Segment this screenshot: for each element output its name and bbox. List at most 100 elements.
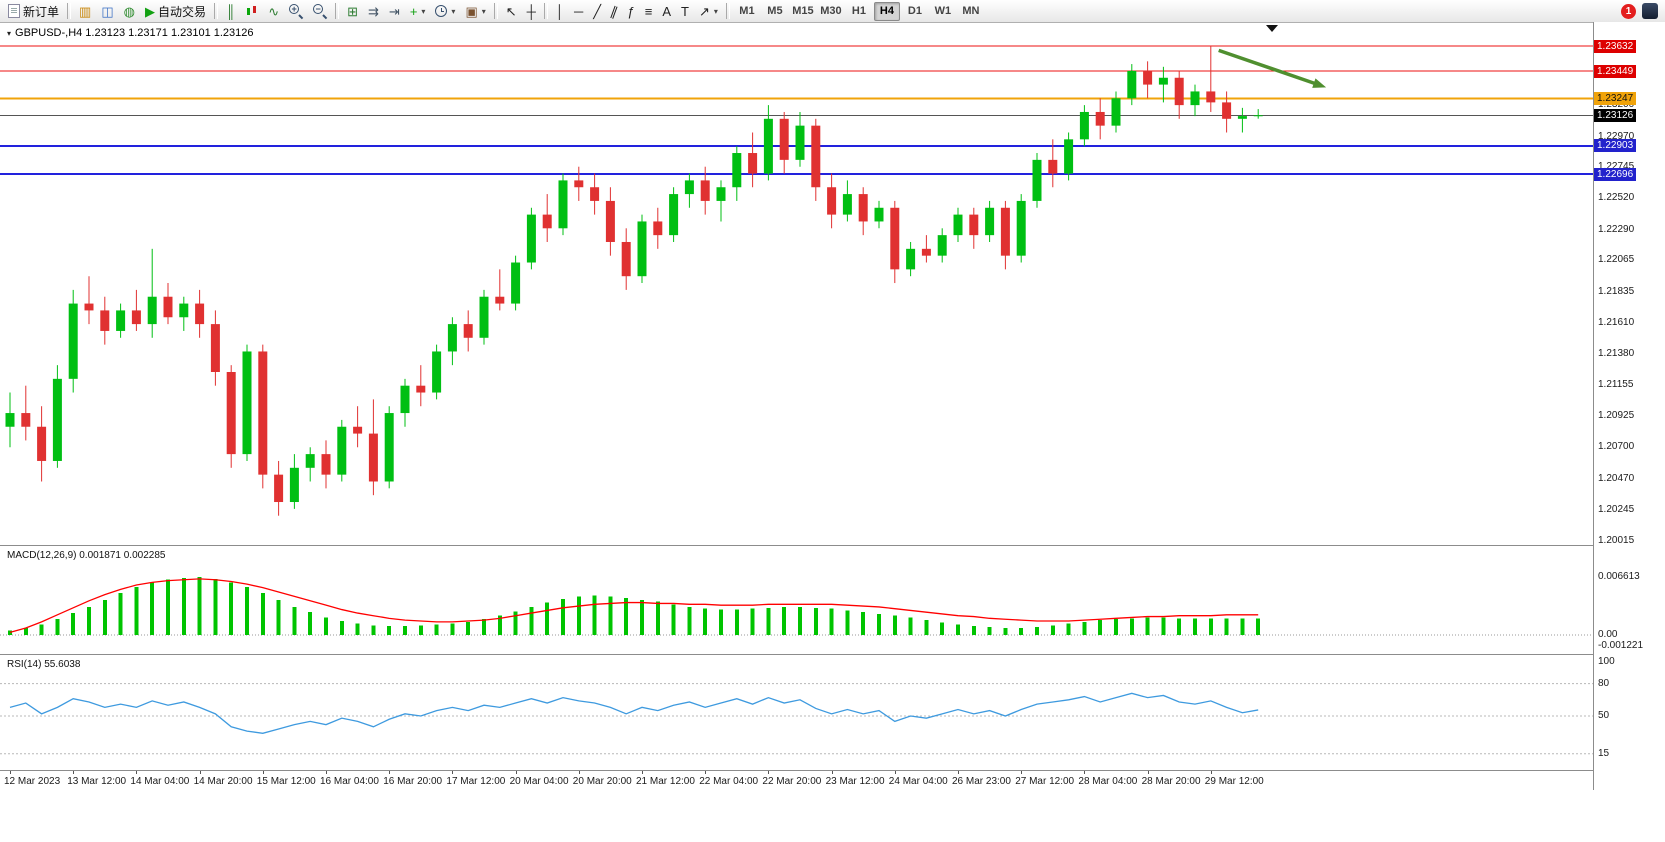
macd-bar — [181, 577, 186, 635]
timeframe-button-mn[interactable]: MN — [962, 5, 980, 17]
chart-shift-marker[interactable] — [1266, 25, 1278, 32]
macd-bar — [1208, 618, 1213, 635]
candle-body — [1206, 91, 1216, 103]
macd-bar — [1098, 620, 1103, 635]
price-label: 1.21835 — [1598, 285, 1635, 297]
auto-scroll-button[interactable]: ⇉ — [364, 1, 383, 21]
autotrading-button[interactable]: ▶ 自动交易 — [141, 1, 210, 21]
price-label: 1.22970 — [1598, 130, 1635, 142]
candle-body — [1016, 200, 1026, 256]
price-label: 1.20470 — [1598, 472, 1635, 484]
notification-badge[interactable]: 1 — [1621, 3, 1636, 19]
cycle-lines-button[interactable]: ≡ — [641, 1, 657, 21]
rsi-scale-label: 15 — [1598, 747, 1610, 759]
pane-separator[interactable] — [0, 545, 1665, 546]
arrows-button[interactable]: ↗ ▾ — [695, 1, 722, 21]
app-logo-icon[interactable] — [1642, 3, 1658, 19]
candle-body — [52, 378, 62, 461]
candle-body — [384, 413, 394, 482]
macd-bar — [766, 607, 771, 635]
zoom-in-icon — [289, 4, 303, 18]
time-tick — [389, 771, 391, 774]
macd-bar — [892, 615, 897, 635]
candle-body — [953, 214, 963, 236]
candle-body — [653, 221, 663, 236]
macd-bar — [845, 610, 850, 635]
fibonacci-button[interactable]: ƒ — [624, 1, 639, 21]
chart-shift-button[interactable]: ⇥ — [385, 1, 404, 21]
macd-bar — [197, 577, 202, 635]
horizontal-line-button[interactable]: ─ — [570, 1, 587, 21]
periods-button[interactable]: ▾ — [431, 1, 459, 21]
trend-arrow-annotation[interactable] — [1218, 48, 1320, 87]
macd-bar — [719, 609, 723, 635]
line-chart-button[interactable]: ∿ — [264, 1, 283, 21]
candle-body — [1079, 111, 1089, 140]
candle-body — [748, 153, 758, 174]
candlestick-chart-button[interactable] — [241, 1, 262, 21]
candle-body — [179, 303, 189, 318]
new-order-icon — [8, 4, 20, 18]
symbol-dropdown-icon[interactable]: ▾ — [7, 28, 12, 38]
macd-bar — [1129, 618, 1134, 635]
macd-bar — [1161, 617, 1166, 635]
candle-body — [1222, 102, 1232, 119]
bar-chart-button[interactable]: ║ — [222, 1, 239, 21]
channel-button[interactable]: ∥ — [607, 1, 622, 21]
navigator-button[interactable]: ◫ — [97, 1, 117, 21]
macd-bar — [798, 606, 802, 635]
rsi-scale-label: 100 — [1598, 656, 1615, 667]
cycle-lines-icon: ≡ — [644, 3, 653, 19]
timeframe-button-m5[interactable]: M5 — [767, 5, 783, 17]
macd-bar — [971, 626, 976, 635]
chart-area[interactable] — [0, 22, 1593, 790]
candle-body — [21, 413, 31, 427]
trendline-button[interactable]: ╱ — [589, 1, 605, 21]
time-label: 22 Mar 20:00 — [762, 776, 822, 787]
time-label: 21 Mar 12:00 — [636, 776, 695, 787]
toolbar-separator — [335, 3, 340, 19]
time-label: 24 Mar 04:00 — [888, 776, 948, 787]
timeframe-button-h1[interactable]: H1 — [851, 5, 866, 17]
macd-bar — [987, 627, 992, 635]
timeframe-button-m15[interactable]: M15 — [792, 5, 814, 17]
candle-body — [1237, 116, 1247, 119]
terminal-button[interactable]: ◍ — [120, 1, 139, 21]
macd-bar — [1193, 618, 1197, 635]
time-tick — [515, 771, 517, 774]
templates-button[interactable]: ▣ ▾ — [461, 1, 489, 21]
text-icon: A — [662, 3, 672, 19]
zoom-in-button[interactable] — [285, 1, 307, 21]
time-label: 20 Mar 04:00 — [509, 776, 569, 787]
crosshair-button[interactable]: ┼ — [523, 1, 540, 21]
navigator-icon: ◫ — [101, 3, 114, 19]
price-label: 1.22520 — [1598, 192, 1635, 204]
timeframe-button-w1[interactable]: W1 — [934, 5, 952, 17]
macd-indicator-label: MACD(12,26,9) 0.001871 0.002285 — [7, 550, 166, 561]
text-label-button[interactable]: T — [677, 1, 693, 21]
text-button[interactable]: A — [658, 1, 675, 21]
time-label: 14 Mar 04:00 — [130, 776, 190, 787]
timeframe-button-m1[interactable]: M1 — [739, 5, 755, 17]
timeframe-button-m30[interactable]: M30 — [820, 5, 842, 17]
arrows-icon: ↗ — [699, 3, 710, 19]
time-label: 20 Mar 20:00 — [572, 776, 632, 787]
zoom-out-button[interactable] — [309, 1, 331, 21]
price-label: 1.20700 — [1598, 441, 1635, 453]
timeframe-button-h4[interactable]: H4 — [873, 1, 900, 21]
vertical-line-button[interactable]: │ — [552, 1, 568, 21]
timeframe-button-d1[interactable]: D1 — [907, 5, 922, 17]
candle-body — [1111, 98, 1121, 126]
auto-scroll-icon: ⇉ — [368, 3, 379, 19]
indicators-button[interactable]: + ▾ — [406, 1, 430, 21]
time-label: 23 Mar 12:00 — [825, 776, 885, 787]
macd-bar — [750, 608, 755, 635]
pane-separator[interactable] — [0, 654, 1665, 655]
new-order-button[interactable]: 新订单 — [4, 1, 63, 21]
cursor-button[interactable]: ↖ — [502, 1, 521, 21]
candle-body — [353, 426, 363, 434]
candle-body — [700, 180, 710, 201]
price-badge: 1.23632 — [1594, 39, 1637, 53]
tile-windows-button[interactable]: ⊞ — [343, 1, 362, 21]
market-watch-button[interactable]: ▥ — [75, 1, 95, 21]
